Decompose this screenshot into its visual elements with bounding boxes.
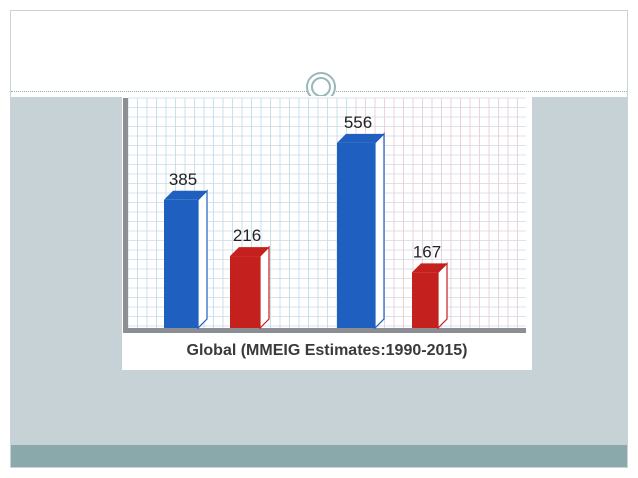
bar-side-1 [259, 245, 270, 330]
bar-3 [412, 272, 438, 328]
x-axis-line [123, 328, 526, 333]
bar-top-2 [337, 133, 384, 143]
bar-0 [164, 199, 198, 328]
bar-side-3 [437, 261, 448, 330]
bar-top-0 [164, 190, 207, 200]
bar-2 [337, 142, 375, 328]
bar-top-3 [412, 263, 447, 273]
bar-value-label-0: 385 [169, 170, 197, 189]
bar-value-label-3: 167 [413, 242, 441, 261]
bar-1 [230, 256, 260, 328]
chart-panel: 385 216 556 167 [122, 96, 532, 370]
y-axis-line [123, 98, 128, 333]
bar-side-2 [374, 132, 385, 330]
bar-top-1 [230, 247, 269, 257]
chart-caption: Global (MMEIG Estimates:1990-2015) [186, 342, 468, 359]
bar-side-0 [197, 189, 208, 330]
bar-value-label-1: 216 [233, 226, 261, 245]
slide-footer-bar [11, 445, 627, 467]
bar-chart: 385 216 556 167 [123, 97, 526, 333]
bar-value-label-2: 556 [344, 113, 372, 132]
